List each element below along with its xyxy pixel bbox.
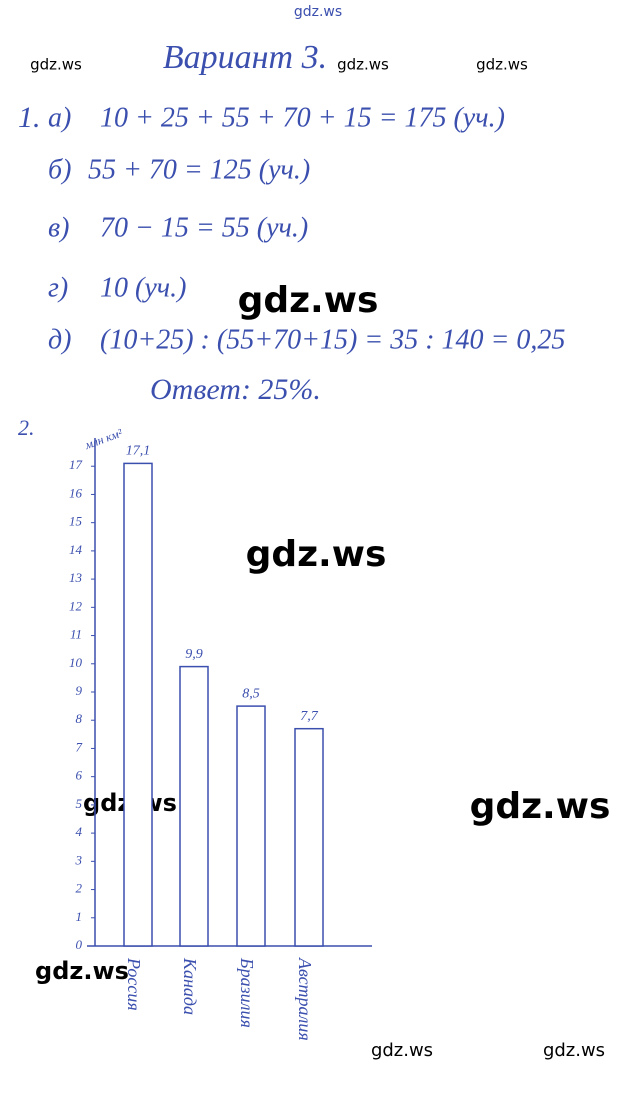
item-label: г) [48, 272, 68, 303]
value-label: 9,9 [185, 647, 203, 662]
y-tick-label: 13 [69, 570, 83, 585]
watermark: gdz.ws [294, 4, 342, 20]
x-tick-label: Россия [124, 957, 144, 1011]
value-label: 7,7 [300, 709, 319, 724]
watermark: gdz.ws [337, 56, 389, 74]
y-tick-label: 2 [76, 881, 83, 896]
answer: Ответ: 25%. [150, 373, 321, 406]
watermark: gdz.ws [470, 786, 611, 827]
y-tick-label: 9 [76, 683, 83, 698]
y-tick-label: 8 [76, 711, 83, 726]
watermark: gdz.ws [238, 280, 379, 321]
value-label: 17,1 [126, 444, 151, 459]
task-number: 2. [18, 415, 35, 440]
y-tick-label: 0 [76, 937, 83, 952]
item-text: 10 (уч.) [100, 272, 186, 303]
watermark: gdz.ws [246, 534, 387, 575]
item-label: а) [48, 102, 71, 133]
y-tick-label: 4 [76, 824, 83, 839]
y-tick-label: 1 [76, 909, 83, 924]
y-tick-label: 10 [69, 655, 83, 670]
value-label: 8,5 [242, 686, 260, 701]
y-tick-label: 6 [76, 768, 83, 783]
bar [236, 705, 266, 947]
y-axis-label: млн км² [82, 425, 124, 452]
item-text: (10+25) : (55+70+15) = 35 : 140 = 0,25 [100, 324, 565, 355]
y-tick-label: 7 [76, 739, 83, 754]
x-tick-label: Австралия [295, 957, 315, 1041]
bar [179, 665, 209, 947]
bar [123, 462, 153, 947]
y-tick-label: 15 [69, 514, 83, 529]
x-tick-label: Канада [180, 957, 200, 1015]
y-tick-label: 16 [69, 485, 83, 500]
y-tick-label: 12 [69, 598, 83, 613]
watermark: gdz.ws [35, 957, 129, 985]
title: Вариант 3. [163, 39, 327, 76]
item-text: 10 + 25 + 55 + 70 + 15 = 175 (уч.) [100, 102, 505, 133]
y-tick-label: 14 [69, 542, 83, 557]
item-text: 55 + 70 = 125 (уч.) [88, 154, 310, 185]
x-tick-label: Бразилия [237, 957, 257, 1028]
y-tick-label: 11 [70, 627, 82, 642]
y-tick-label: 5 [76, 796, 83, 811]
watermark: gdz.ws [543, 1040, 605, 1061]
item-label: б) [48, 154, 71, 185]
item-text: 70 − 15 = 55 (уч.) [100, 212, 308, 243]
y-tick-label: 17 [69, 457, 83, 472]
y-tick-label: 3 [75, 852, 83, 867]
watermark: gdz.ws [30, 56, 82, 74]
watermark: gdz.ws [371, 1040, 433, 1061]
watermark: gdz.ws [476, 56, 528, 74]
item-label: в) [48, 212, 69, 243]
task-number: 1. [18, 101, 41, 134]
item-label: д) [48, 324, 72, 355]
bar [294, 727, 324, 947]
